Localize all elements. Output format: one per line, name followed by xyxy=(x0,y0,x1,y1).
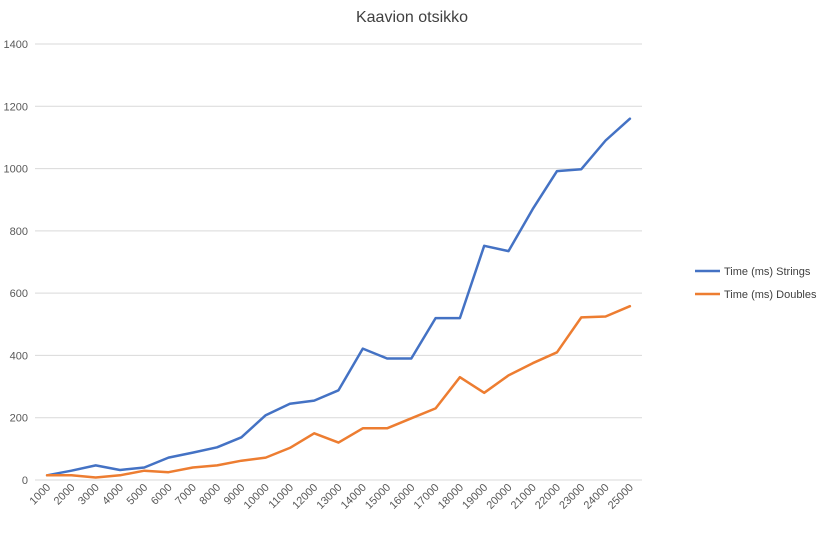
y-tick-label: 200 xyxy=(10,413,28,425)
x-tick-label: 19000 xyxy=(460,482,490,512)
x-tick-label: 8000 xyxy=(197,482,223,508)
legend-entry-label: Time (ms) Doubles xyxy=(724,289,817,301)
x-tick-label: 5000 xyxy=(125,482,151,508)
legend: Time (ms) Strings Time (ms) Doubles xyxy=(695,266,817,301)
x-tick-label: 14000 xyxy=(339,482,369,512)
x-tick-label: 22000 xyxy=(533,482,563,512)
x-tick-label: 3000 xyxy=(76,482,102,508)
x-tick-label: 23000 xyxy=(557,482,587,512)
x-tick-label: 25000 xyxy=(606,482,636,512)
x-tick-label: 21000 xyxy=(509,482,539,512)
y-tick-label: 1400 xyxy=(4,39,28,51)
x-tick-label: 13000 xyxy=(315,482,345,512)
x-tick-label: 4000 xyxy=(100,482,126,508)
y-tick-label: 400 xyxy=(10,350,28,362)
series-lines xyxy=(45,117,632,479)
x-tick-label: 11000 xyxy=(267,482,297,512)
y-tick-label: 1200 xyxy=(4,101,28,113)
x-tick-label: 24000 xyxy=(582,482,612,512)
x-tick-label: 6000 xyxy=(149,482,175,508)
y-tick-label: 800 xyxy=(10,226,28,238)
x-axis-ticks: 1000200030004000500060007000800090001000… xyxy=(27,482,636,512)
chart-title: Kaavion otsikko xyxy=(356,9,468,26)
x-tick-label: 10000 xyxy=(242,482,272,512)
x-tick-label: 18000 xyxy=(436,482,466,512)
series-line xyxy=(45,304,632,479)
x-tick-label: 2000 xyxy=(52,482,78,508)
y-tick-label: 600 xyxy=(10,288,28,300)
legend-entry-label: Time (ms) Strings xyxy=(724,266,811,278)
x-tick-label: 15000 xyxy=(363,482,393,512)
x-tick-label: 17000 xyxy=(412,482,442,512)
y-axis-ticks: 0 200 400 600 800 1000 1200 1400 xyxy=(4,39,28,487)
y-tick-label: 1000 xyxy=(4,164,28,176)
x-tick-label: 7000 xyxy=(173,482,199,508)
x-tick-label: 16000 xyxy=(387,482,417,512)
y-tick-label: 0 xyxy=(22,475,28,487)
series-line xyxy=(45,117,632,477)
gridlines xyxy=(35,43,642,481)
x-tick-label: 20000 xyxy=(484,482,514,512)
x-tick-label: 1000 xyxy=(27,482,53,508)
x-tick-label: 12000 xyxy=(290,482,320,512)
